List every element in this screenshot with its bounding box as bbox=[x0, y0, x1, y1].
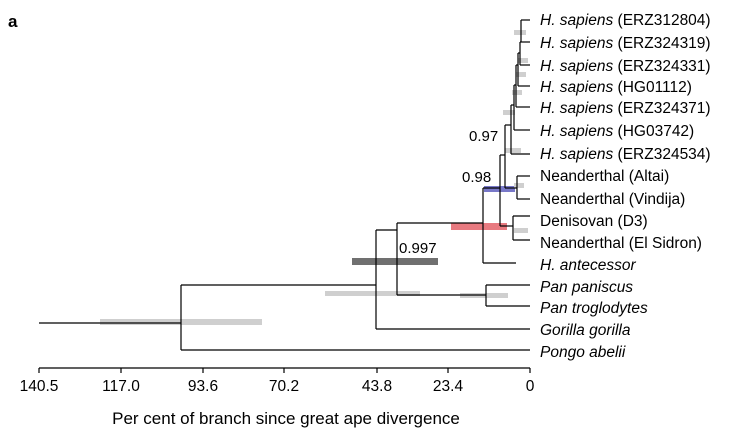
tip-label: H. antecessor bbox=[540, 257, 636, 274]
x-tick-label: 43.8 bbox=[362, 378, 392, 395]
ci-sapiens-0 bbox=[514, 30, 526, 35]
x-axis-title: Per cent of branch since great ape diver… bbox=[112, 409, 460, 428]
ci-sapiens-3 bbox=[512, 90, 522, 95]
ci-sapiens-1 bbox=[518, 58, 528, 63]
ci-denisovan bbox=[514, 228, 528, 233]
support-values: 0.97 0.98 0.997 bbox=[399, 128, 498, 257]
tip-label: Pan troglodytes bbox=[540, 300, 648, 317]
x-tick-label: 70.2 bbox=[269, 378, 299, 395]
tip-label: Pan paniscus bbox=[540, 279, 633, 296]
support-value-sapiens: 0.97 bbox=[469, 128, 498, 145]
tip-label: H. sapiens (ERZ324371) bbox=[540, 100, 711, 117]
tip-label: H. sapiens (ERZ324331) bbox=[540, 58, 711, 75]
tip-labels: H. sapiens (ERZ312804) H. sapiens (ERZ32… bbox=[540, 12, 711, 361]
tip-label: Denisovan (D3) bbox=[540, 213, 648, 230]
x-axis: 140.5 117.0 93.6 70.2 43.8 23.4 0 Per ce… bbox=[20, 367, 535, 428]
ci-homo-antecessor bbox=[352, 258, 438, 265]
x-tick-label: 93.6 bbox=[188, 378, 218, 395]
ci-sapiens-2 bbox=[516, 72, 526, 77]
support-value-homo: 0.997 bbox=[399, 240, 437, 257]
tip-label: H. sapiens (ERZ324319) bbox=[540, 35, 711, 52]
panel-label: a bbox=[8, 12, 18, 31]
ci-sapiens-4 bbox=[503, 110, 515, 115]
tip-label: H. sapiens (ERZ324534) bbox=[540, 146, 711, 163]
ci-pan-gorilla bbox=[325, 291, 420, 296]
tip-label: Neanderthal (Altai) bbox=[540, 168, 669, 185]
x-tick-label: 0 bbox=[526, 378, 535, 395]
ci-sapiens-5 bbox=[505, 148, 521, 153]
ci-archaic-human bbox=[451, 223, 507, 230]
tip-label: H. sapiens (ERZ312804) bbox=[540, 12, 711, 29]
tip-label: Gorilla gorilla bbox=[540, 322, 631, 339]
tip-label: Neanderthal (El Sidron) bbox=[540, 235, 702, 252]
tip-label: H. sapiens (HG01112) bbox=[540, 79, 692, 96]
tree-branches bbox=[39, 19, 530, 351]
x-tick-label: 140.5 bbox=[20, 378, 59, 395]
x-tick-label: 117.0 bbox=[102, 378, 140, 395]
x-tick-label: 23.4 bbox=[433, 378, 464, 395]
tip-label: Neanderthal (Vindija) bbox=[540, 191, 685, 208]
ci-neanderthal-1 bbox=[514, 183, 524, 188]
x-axis-ticks bbox=[38, 368, 531, 373]
tip-label: Pongo abelii bbox=[540, 344, 626, 361]
tip-label: H. sapiens (HG03742) bbox=[540, 123, 694, 140]
support-value-neanderthal-sapiens: 0.98 bbox=[462, 169, 491, 186]
